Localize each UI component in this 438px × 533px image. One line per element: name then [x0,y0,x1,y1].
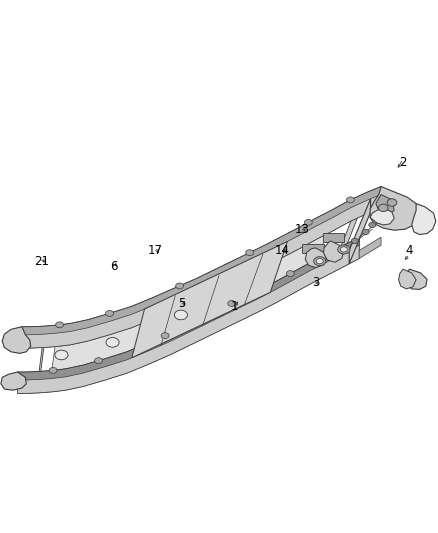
Polygon shape [399,269,416,289]
Ellipse shape [49,367,57,373]
Text: 17: 17 [148,244,163,257]
Polygon shape [370,187,420,230]
Polygon shape [305,248,326,268]
Text: 5: 5 [178,297,185,310]
Ellipse shape [56,322,64,328]
Ellipse shape [378,204,388,212]
Ellipse shape [174,310,187,320]
Polygon shape [18,237,359,380]
Ellipse shape [314,257,326,266]
Polygon shape [18,251,359,393]
Polygon shape [22,187,381,335]
Ellipse shape [338,245,350,254]
Ellipse shape [228,301,236,306]
Polygon shape [1,372,26,390]
Polygon shape [18,237,359,385]
Ellipse shape [246,249,254,255]
Ellipse shape [161,333,169,338]
Polygon shape [2,327,31,353]
Ellipse shape [346,197,354,203]
Polygon shape [359,237,381,259]
Text: 13: 13 [295,223,310,236]
Polygon shape [18,245,359,393]
Polygon shape [337,205,357,270]
Polygon shape [323,241,344,262]
Ellipse shape [95,358,102,364]
Ellipse shape [326,249,334,255]
Polygon shape [404,269,427,289]
Polygon shape [22,200,381,348]
Polygon shape [322,233,344,242]
Ellipse shape [369,222,376,228]
Polygon shape [148,302,162,364]
Polygon shape [370,209,394,225]
Polygon shape [349,199,371,264]
Ellipse shape [362,229,369,235]
Ellipse shape [55,350,68,360]
Polygon shape [38,334,44,393]
Polygon shape [51,217,333,378]
Ellipse shape [340,247,347,252]
Text: 1: 1 [230,300,238,313]
Ellipse shape [286,271,294,277]
Text: 2: 2 [399,156,407,169]
Ellipse shape [387,199,397,206]
Ellipse shape [316,259,323,264]
Polygon shape [290,230,308,295]
Polygon shape [22,187,381,340]
Text: 14: 14 [275,244,290,257]
Text: 4: 4 [406,244,413,257]
Polygon shape [75,328,84,388]
Ellipse shape [304,220,312,225]
Polygon shape [223,265,241,329]
Ellipse shape [176,283,184,289]
Polygon shape [302,244,324,253]
Ellipse shape [351,238,358,244]
Polygon shape [22,195,381,348]
Text: 6: 6 [110,260,118,273]
Polygon shape [132,241,287,358]
Polygon shape [376,195,394,214]
Text: 21: 21 [34,255,49,268]
Text: 3: 3 [312,276,319,289]
Polygon shape [412,204,436,235]
Ellipse shape [106,337,119,347]
Ellipse shape [106,310,113,317]
